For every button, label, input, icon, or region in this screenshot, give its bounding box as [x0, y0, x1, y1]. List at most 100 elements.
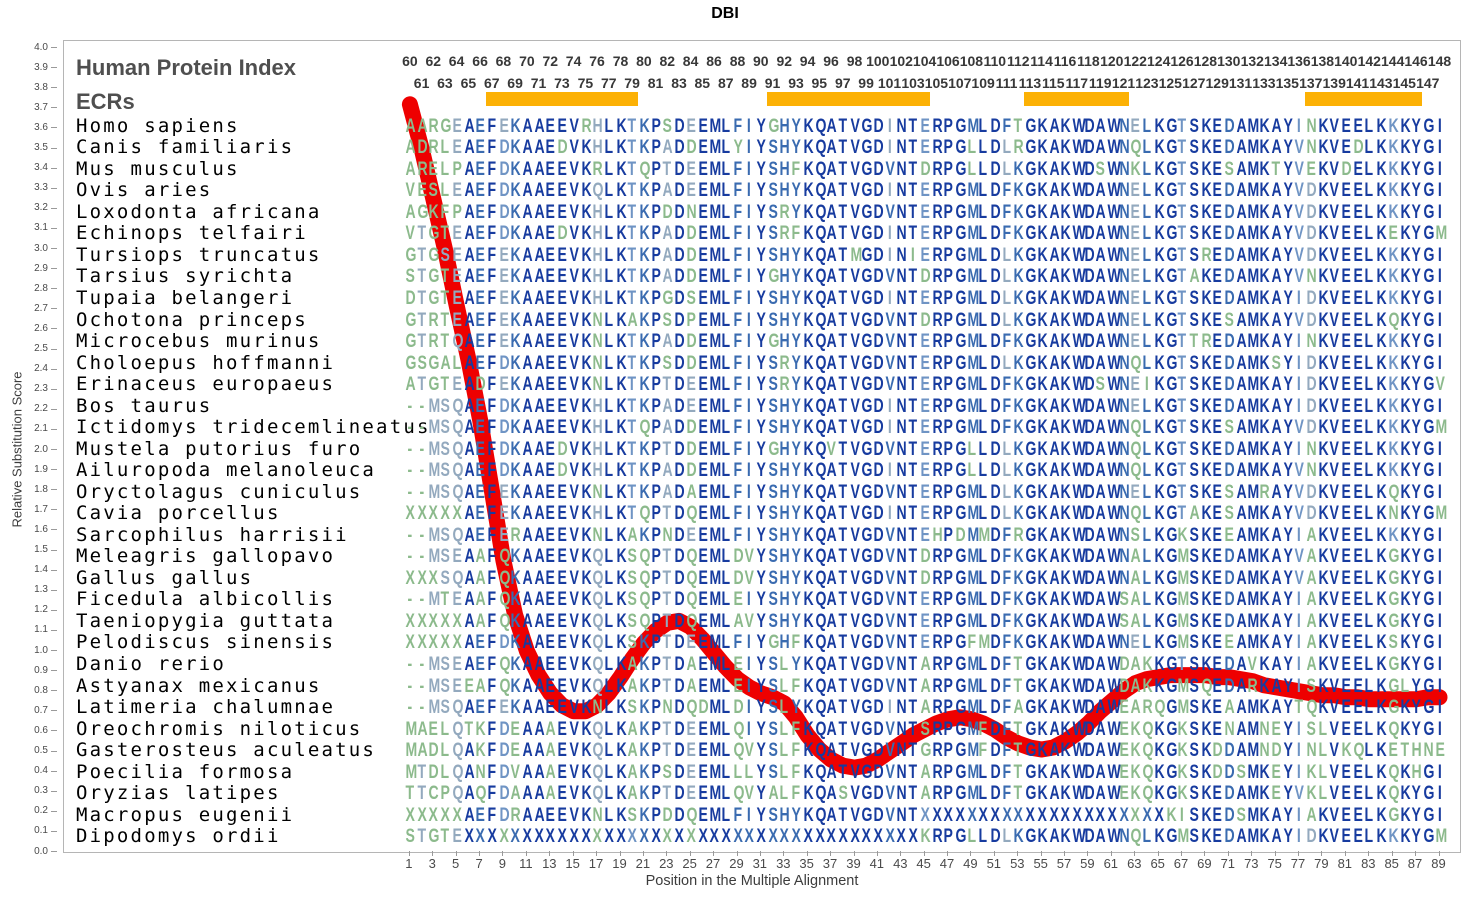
human-index-number: 133: [1252, 75, 1276, 91]
seq-char: F: [487, 783, 497, 805]
seq-char: A: [826, 374, 837, 396]
seq-char: D: [475, 374, 486, 396]
seq-char: X: [440, 632, 451, 654]
seq-char: K: [1376, 352, 1387, 374]
seq-char: D: [733, 546, 744, 568]
seq-char: K: [1201, 546, 1212, 568]
seq-char: A: [1236, 610, 1247, 632]
seq-char: S: [440, 417, 451, 439]
seq-char: D: [873, 115, 884, 137]
human-index-number: 119: [1088, 75, 1112, 91]
seq-char: E: [1341, 460, 1351, 482]
seq-char: Q: [592, 761, 604, 783]
human-index-number: 74: [565, 53, 582, 69]
seq-char: E: [428, 158, 439, 180]
seq-char: F: [1002, 395, 1011, 417]
seq-char: G: [1025, 395, 1037, 417]
seq-char: F: [487, 223, 497, 245]
seq-char: R: [932, 244, 943, 266]
seq-char: D: [1341, 158, 1352, 180]
seq-char: P: [651, 287, 661, 309]
seq-char: F: [1002, 115, 1011, 137]
seq-char: G: [428, 826, 440, 848]
seq-char: A: [464, 783, 475, 805]
seq-char: N: [896, 309, 908, 331]
seq-char: K: [1154, 589, 1165, 611]
seq-char: K: [803, 115, 814, 137]
seq-char: L: [1364, 761, 1374, 783]
seq-char: G: [768, 115, 780, 137]
seq-char: T: [838, 589, 848, 611]
seq-char: Y: [1411, 460, 1422, 482]
seq-char: A: [1306, 524, 1317, 546]
seq-char: Q: [1388, 761, 1400, 783]
seq-char: E: [1130, 223, 1141, 245]
seq-char: H: [779, 632, 791, 654]
seq-char: K: [1154, 740, 1165, 762]
seq-char: L: [1142, 610, 1152, 632]
seq-char: A: [1306, 546, 1317, 568]
seq-char: G: [955, 675, 967, 697]
seq-char: I: [1437, 718, 1442, 740]
seq-char: E: [464, 675, 474, 697]
seq-char: N: [896, 137, 908, 159]
seq-char: A: [464, 589, 475, 611]
seq-char: E: [475, 352, 486, 374]
seq-char: Q: [452, 460, 464, 482]
seq-char: X: [534, 826, 544, 848]
seq-char: G: [955, 201, 967, 223]
seq-char: W: [1107, 826, 1121, 848]
seq-char: Y: [1411, 331, 1422, 353]
seq-char: V: [569, 481, 579, 503]
seq-char: L: [1364, 610, 1374, 632]
human-index-number: 81: [647, 75, 664, 91]
seq-char: E: [557, 740, 568, 762]
seq-char: A: [522, 352, 533, 374]
seq-char: E: [920, 223, 930, 245]
seq-char: K: [1400, 826, 1411, 848]
seq-char: K: [1259, 417, 1270, 439]
seq-char: A: [534, 567, 545, 589]
seq-char: K: [1259, 158, 1270, 180]
seq-char: V: [569, 610, 579, 632]
seq-char: K: [1142, 653, 1153, 675]
seq-char: G: [861, 331, 873, 353]
seq-char: E: [920, 395, 930, 417]
seq-char: R: [932, 481, 943, 503]
seq-char: F: [1002, 567, 1011, 589]
seq-char: S: [440, 438, 451, 460]
seq-char: D: [990, 589, 1001, 611]
seq-char: K: [581, 761, 592, 783]
seq-char: V: [885, 201, 895, 223]
seq-char: A: [522, 740, 533, 762]
seq-char: L: [604, 697, 614, 719]
seq-char: K: [1037, 309, 1048, 331]
seq-char: X: [627, 826, 638, 848]
seq-char: A: [1095, 180, 1106, 202]
y-tick: [51, 268, 57, 270]
seq-char: F: [733, 632, 742, 654]
seq-char: Q: [1388, 481, 1400, 503]
seq-char: N: [592, 331, 603, 353]
seq-char: T: [908, 653, 918, 675]
y-tick: [51, 549, 57, 551]
seq-char: K: [1376, 567, 1387, 589]
human-index-number: 62: [425, 53, 442, 69]
seq-char: H: [779, 503, 791, 525]
seq-char: Q: [686, 589, 698, 611]
seq-char: V: [885, 266, 895, 288]
seq-char: E: [452, 546, 462, 568]
y-tick-label: 1.2: [34, 604, 48, 616]
human-index-number: 116: [1053, 53, 1077, 69]
seq-char: D: [674, 266, 685, 288]
seq-char: V: [1329, 826, 1340, 848]
seq-char: L: [978, 675, 988, 697]
seq-char: L: [1364, 158, 1374, 180]
seq-char: E: [452, 287, 462, 309]
seq-char: G: [1025, 546, 1037, 568]
seq-char: K: [1259, 503, 1270, 525]
human-index-number: 148: [1427, 53, 1452, 69]
seq-char: V: [1294, 201, 1305, 223]
seq-char: G: [1166, 438, 1177, 460]
seq-char: K: [1201, 610, 1212, 632]
